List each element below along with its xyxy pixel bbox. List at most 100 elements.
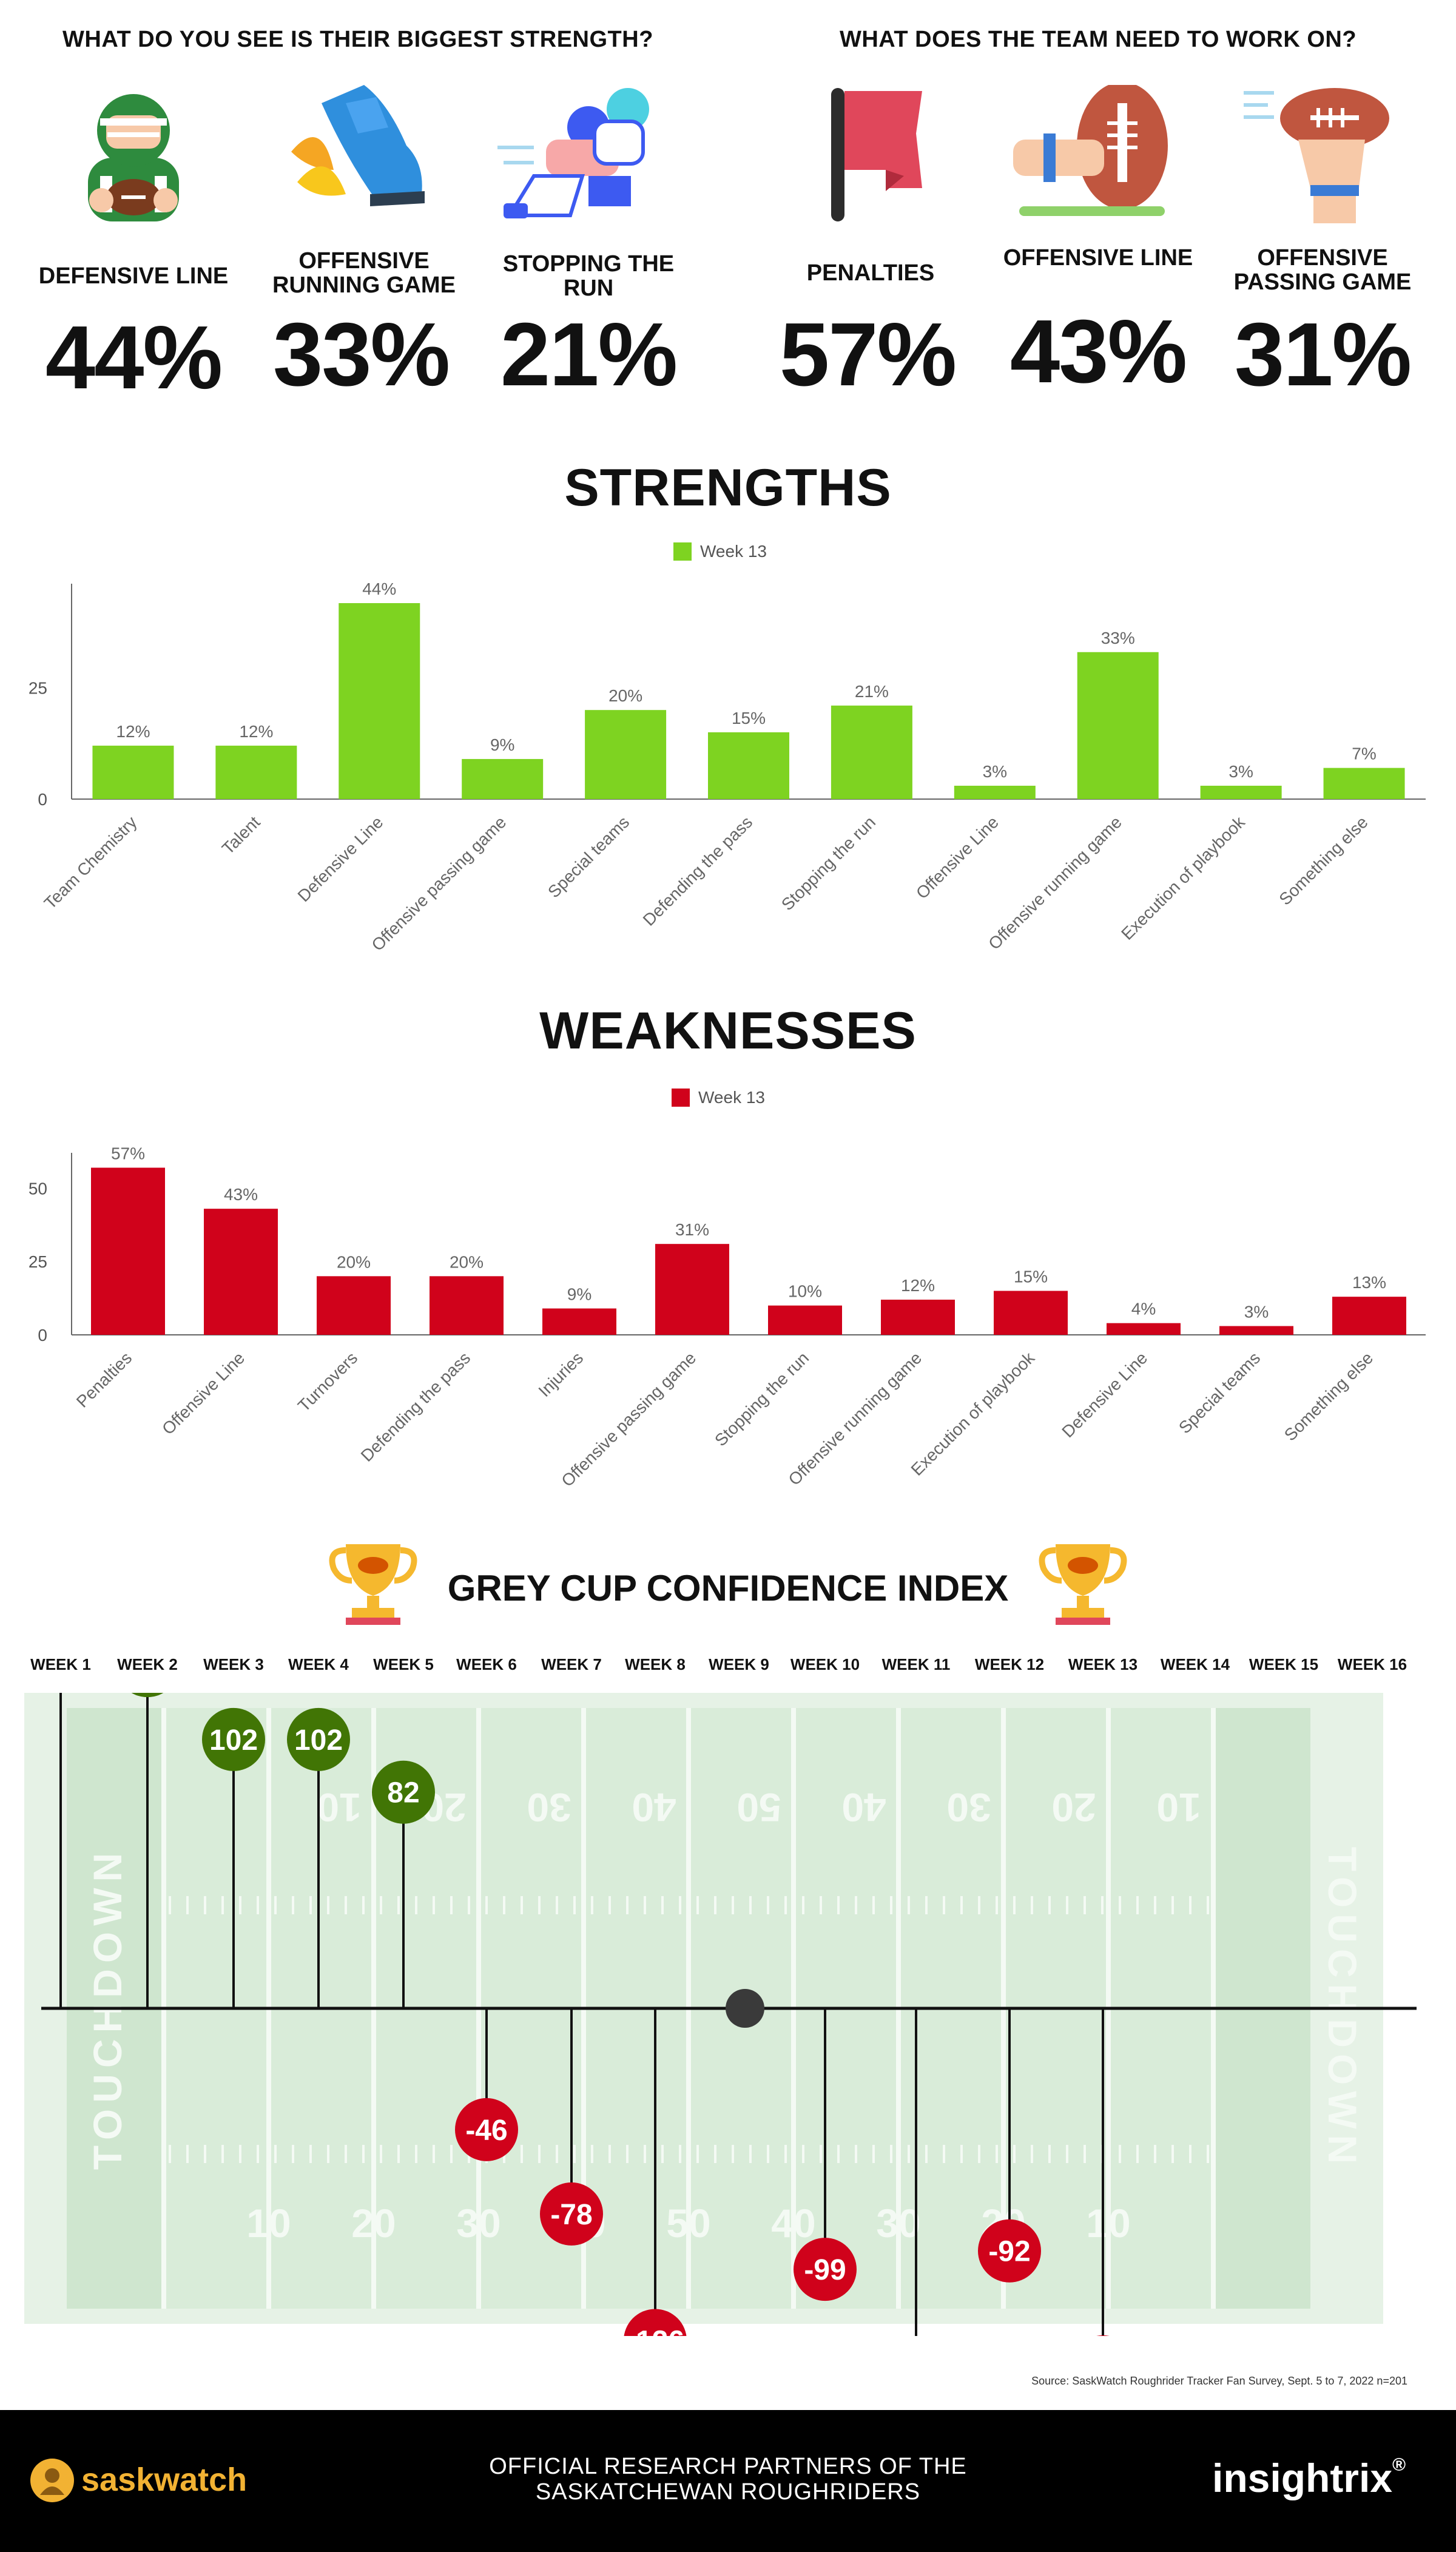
bar-value-label: 21% (855, 682, 889, 701)
penalty-flag-icon (831, 88, 922, 221)
legend-label: Week 13 (698, 1088, 765, 1107)
week-label: WEEK 10 (790, 1655, 860, 1673)
bar-value-label: 3% (1244, 1303, 1269, 1322)
bar-value-label: 3% (1228, 762, 1253, 781)
y-tick-label: 0 (38, 790, 47, 809)
legend-swatch (672, 1089, 690, 1107)
bar (542, 1308, 616, 1335)
bar (1077, 652, 1159, 799)
bar-value-label: 15% (732, 709, 766, 727)
strengths-title: STRENGTHS (564, 459, 892, 517)
yard-number-bottom: 30 (876, 2201, 920, 2246)
lollipop-point (624, 2309, 687, 2336)
source-note: Source: SaskWatch Roughrider Tracker Fan… (1031, 2375, 1407, 2387)
bar-value-label: 4% (1131, 1300, 1156, 1318)
insightrix-brand: insightrix® (1212, 2455, 1406, 2501)
partner-line-1: OFFICIAL RESEARCH PARTNERS OF THE (489, 2454, 967, 2479)
lollipop-point (540, 2182, 603, 2246)
bar (655, 1244, 729, 1335)
category-label: Turnovers (294, 1348, 361, 1415)
saskwatch-logo-icon (30, 2459, 74, 2502)
y-tick-label: 0 (38, 1326, 47, 1345)
yard-number-bottom: 30 (456, 2201, 500, 2246)
strength-pct-3: 21% (500, 305, 678, 405)
strength-pct-2: 33% (272, 305, 450, 405)
category-label: Penalties (73, 1348, 135, 1411)
category-label: Something else (1275, 812, 1371, 908)
bar-value-label: 15% (1014, 1268, 1048, 1286)
trophy-icon (329, 1544, 417, 1625)
bar (1200, 785, 1282, 799)
football-player-icon (88, 94, 179, 221)
week-label: WEEK 14 (1160, 1655, 1230, 1673)
category-label: Injuries (534, 1348, 587, 1400)
bar-value-label: 12% (239, 722, 273, 741)
category-label: Offensive passing game (368, 812, 510, 954)
bar (215, 745, 297, 799)
bar-value-label: 57% (111, 1144, 145, 1163)
category-label: Special teams (544, 812, 633, 901)
trophy-icon (1039, 1544, 1127, 1625)
strength-label-1: DEFENSIVE LINE (38, 263, 229, 289)
weaknesses-title: WEAKNESSES (539, 1002, 917, 1060)
category-label: Team Chemistry (41, 812, 141, 913)
partner-line-2: SASKATCHEWAN ROUGHRIDERS (535, 2479, 921, 2505)
yard-number-bottom: 50 (666, 2201, 710, 2246)
bar (92, 745, 174, 799)
flaming-cleat-icon (291, 85, 425, 206)
bar (994, 1291, 1068, 1335)
bar-value-label: 13% (1352, 1273, 1386, 1292)
yard-number-bottom: 10 (246, 2201, 291, 2246)
weakness-pct-1: 57% (779, 305, 957, 405)
bar-value-label: 33% (1101, 629, 1135, 647)
category-label: Stopping the run (778, 812, 879, 914)
yard-number-top: 20 (1051, 1785, 1096, 1830)
confidence-index-title: GREY CUP CONFIDENCE INDEX (447, 1568, 1009, 1609)
weakness-pct-3: 31% (1234, 305, 1412, 405)
bar (1332, 1297, 1406, 1335)
bar (462, 758, 544, 799)
weaknesses-legend: Week 13 (672, 1088, 765, 1107)
hand-football-icon (1013, 85, 1168, 216)
bar-value-label: 9% (490, 735, 514, 754)
yard-number-top: 50 (736, 1785, 781, 1830)
bar (1323, 768, 1405, 799)
bar (317, 1276, 391, 1335)
bar (708, 732, 789, 799)
bar (91, 1167, 165, 1335)
lollipop-value-label: -99 (804, 2254, 846, 2286)
lollipop-value-label: -46 (465, 2115, 507, 2147)
weakness-label-1: PENALTIES (806, 260, 935, 286)
partner-statement: OFFICIAL RESEARCH PARTNERS OF THE SASKAT… (425, 2454, 1031, 2505)
bar (1107, 1323, 1181, 1335)
bar-value-label: 12% (116, 722, 150, 741)
bar (204, 1209, 278, 1335)
week-label: WEEK 9 (709, 1655, 769, 1673)
week-label: WEEK 1 (30, 1655, 91, 1673)
lollipop-point (131, 1693, 164, 1698)
yard-number-top: 10 (1156, 1785, 1201, 1830)
week-label: WEEK 12 (974, 1655, 1045, 1673)
week-label: WEEK 6 (456, 1655, 517, 1673)
lollipop-point (978, 2219, 1041, 2283)
bar-value-label: 7% (1352, 744, 1376, 763)
category-label: Offensive running game (985, 812, 1125, 953)
week-label: WEEK 15 (1249, 1655, 1319, 1673)
bar (954, 785, 1036, 799)
category-label: Offensive Line (158, 1348, 248, 1438)
category-label: Talent (218, 812, 264, 858)
lollipop-point (1096, 2335, 1110, 2336)
category-label: Offensive Line (912, 812, 1002, 902)
category-label: Defensive Line (294, 812, 387, 905)
y-tick-label: 50 (29, 1179, 47, 1198)
legend-label: Week 13 (700, 542, 767, 561)
yard-number-top: 30 (946, 1785, 991, 1830)
bar-value-label: 20% (608, 686, 642, 705)
weaknesses-question: WHAT DOES THE TEAM NEED TO WORK ON? (839, 27, 1357, 52)
bar (339, 603, 420, 799)
category-label: Something else (1281, 1348, 1377, 1444)
footer: saskwatch OFFICIAL RESEARCH PARTNERS OF … (0, 2410, 1456, 2552)
category-label: Offensive running game (784, 1348, 925, 1489)
strengths-question: WHAT DO YOU SEE IS THEIR BIGGEST STRENGT… (62, 27, 653, 52)
